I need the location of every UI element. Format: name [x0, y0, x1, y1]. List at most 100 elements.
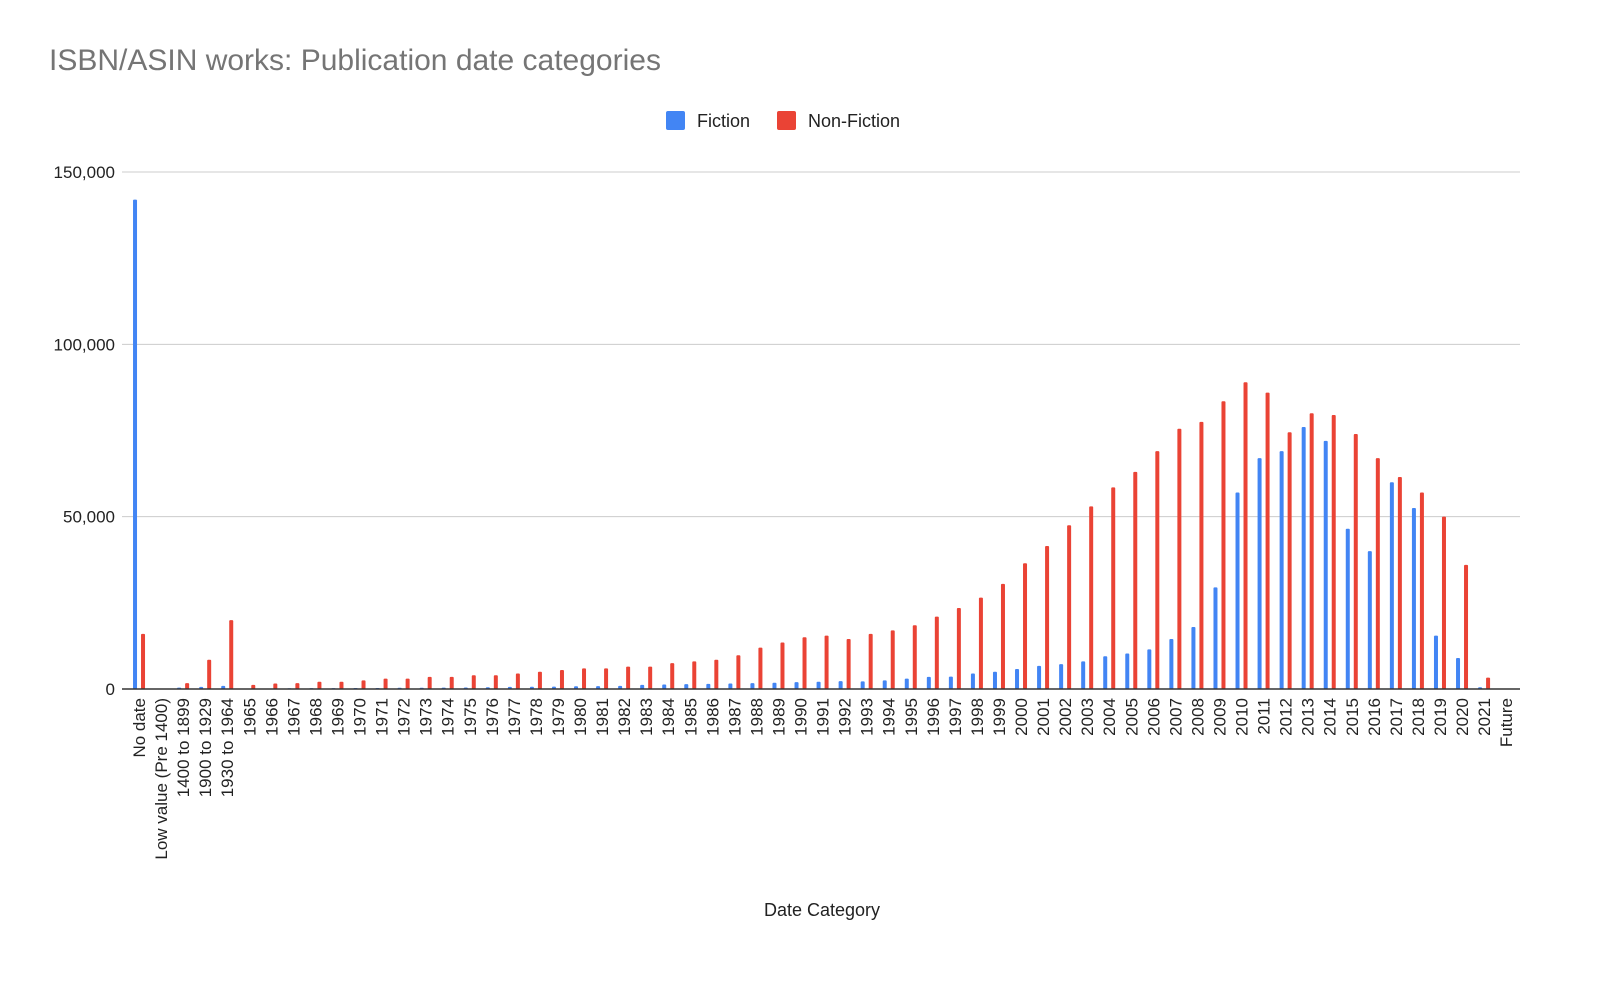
bar-fiction	[882, 680, 887, 689]
x-tick-label: 1974	[439, 698, 458, 736]
bar-non-fiction	[1375, 458, 1380, 689]
bar-fiction	[1235, 492, 1240, 689]
bar-fiction	[1213, 587, 1218, 689]
x-tick-label: 1992	[836, 698, 855, 736]
bar-non-fiction	[1419, 492, 1424, 689]
bar-non-fiction	[141, 633, 146, 689]
bar-fiction	[1411, 508, 1416, 689]
bar-non-fiction	[846, 639, 851, 689]
x-tick-label: 2018	[1409, 698, 1428, 736]
bar-fiction	[794, 682, 799, 689]
bar-non-fiction	[802, 637, 807, 689]
x-tick-label: 1985	[681, 698, 700, 736]
x-tick-label: 2021	[1475, 698, 1494, 736]
bar-non-fiction	[824, 635, 829, 689]
bar-non-fiction	[934, 616, 939, 689]
x-tick-label: 1977	[505, 698, 524, 736]
bar-fiction	[618, 685, 623, 689]
bar-fiction	[816, 681, 821, 689]
bar-non-fiction	[1331, 414, 1336, 689]
x-tick-label: 2013	[1299, 698, 1318, 736]
x-tick-label: 1993	[858, 698, 877, 736]
x-tick-label: 2009	[1210, 698, 1229, 736]
bar-fiction	[1081, 661, 1086, 689]
x-tick-label: 1980	[571, 698, 590, 736]
bar-non-fiction	[1155, 451, 1160, 689]
x-tick-label: 1983	[637, 698, 656, 736]
bar-non-fiction	[714, 659, 719, 689]
bar-non-fiction	[1111, 487, 1116, 689]
bar-non-fiction	[626, 666, 631, 689]
bar-fiction	[1456, 657, 1461, 689]
x-tick-label: 1966	[262, 698, 281, 736]
x-tick-label: 2000	[1012, 698, 1031, 736]
y-tick-label: 150,000	[54, 163, 115, 182]
y-tick-label: 50,000	[63, 508, 115, 527]
bar-non-fiction	[295, 683, 300, 689]
bar-non-fiction	[956, 608, 961, 689]
bar-non-fiction	[868, 633, 873, 689]
x-tick-label: 1982	[615, 698, 634, 736]
bar-fiction	[1059, 664, 1064, 689]
x-tick-label: 1930 to 1964	[218, 698, 237, 797]
bar-non-fiction	[692, 661, 697, 689]
bar-non-fiction	[1221, 401, 1226, 689]
bar-non-fiction	[582, 668, 587, 689]
x-tick-label: 1996	[924, 698, 943, 736]
bar-non-fiction	[736, 655, 741, 689]
x-tick-label: 1981	[593, 698, 612, 736]
x-tick-label: 1998	[968, 698, 987, 736]
bar-non-fiction	[1089, 506, 1094, 689]
bar-non-fiction	[317, 681, 322, 689]
bar-non-fiction	[207, 659, 212, 689]
x-tick-label: 1972	[395, 698, 414, 736]
bar-non-fiction	[449, 676, 454, 689]
x-tick-label: 2005	[1122, 698, 1141, 736]
x-axis-title: Date Category	[764, 900, 880, 920]
x-tick-label: 1987	[725, 698, 744, 736]
legend-label: Fiction	[697, 111, 750, 131]
bar-non-fiction	[427, 676, 432, 689]
bar-non-fiction	[273, 683, 278, 689]
bar-non-fiction	[780, 642, 785, 689]
x-tick-label: 1970	[351, 698, 370, 736]
x-tick-label: 2003	[1078, 698, 1097, 736]
legend-label: Non-Fiction	[808, 111, 900, 131]
x-tick-label: 1969	[328, 698, 347, 736]
bar-fiction	[904, 678, 909, 689]
bar-non-fiction	[1199, 421, 1204, 689]
x-tick-label: 1994	[880, 698, 899, 736]
bar-non-fiction	[559, 670, 564, 689]
x-tick-label: 1967	[284, 698, 303, 736]
bar-non-fiction	[758, 647, 763, 689]
x-tick-label: 2001	[1034, 698, 1053, 736]
x-tick-label: 1989	[769, 698, 788, 736]
bar-fiction	[926, 676, 931, 689]
bar-non-fiction	[229, 620, 234, 689]
x-tick-label: 1999	[990, 698, 1009, 736]
bar-fiction	[1279, 451, 1284, 689]
x-tick-label: 1965	[240, 698, 259, 736]
bar-non-fiction	[185, 683, 190, 689]
x-tick-label: 1975	[461, 698, 480, 736]
bar-fiction	[1015, 669, 1020, 689]
bar-fiction	[1301, 427, 1306, 689]
bar-fiction	[992, 671, 997, 689]
bar-fiction	[728, 683, 733, 689]
bar-non-fiction	[537, 671, 542, 689]
bar-fiction	[1323, 440, 1328, 689]
x-tick-label: 1900 to 1929	[196, 698, 215, 797]
bars	[133, 199, 1491, 690]
x-tick-label: 1990	[792, 698, 811, 736]
x-tick-label: 2016	[1365, 698, 1384, 736]
bar-fiction	[1345, 528, 1350, 689]
bar-non-fiction	[1045, 545, 1050, 689]
bar-non-fiction	[1265, 392, 1270, 689]
bar-fiction	[948, 676, 953, 689]
bar-fiction	[221, 685, 226, 689]
bar-fiction	[1169, 639, 1174, 689]
x-tick-label: 1971	[373, 698, 392, 736]
x-tick-label: 2014	[1321, 698, 1340, 736]
bar-non-fiction	[361, 680, 366, 689]
bar-fiction	[1433, 635, 1438, 689]
